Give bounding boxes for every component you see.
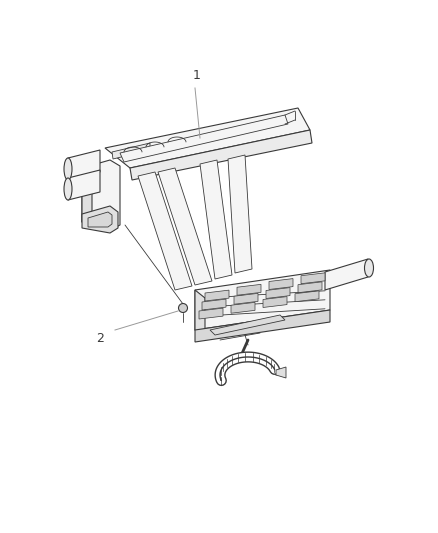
Polygon shape bbox=[138, 172, 192, 290]
Text: 2: 2 bbox=[96, 332, 104, 344]
Polygon shape bbox=[195, 270, 330, 330]
Polygon shape bbox=[130, 130, 312, 180]
Polygon shape bbox=[199, 308, 223, 319]
Polygon shape bbox=[82, 160, 120, 230]
Polygon shape bbox=[105, 108, 310, 168]
Polygon shape bbox=[200, 160, 232, 279]
Polygon shape bbox=[266, 288, 290, 298]
Text: 1: 1 bbox=[193, 69, 201, 82]
Polygon shape bbox=[269, 279, 293, 289]
Polygon shape bbox=[195, 310, 330, 342]
Polygon shape bbox=[205, 290, 229, 301]
Polygon shape bbox=[276, 367, 286, 378]
Polygon shape bbox=[237, 285, 261, 295]
Polygon shape bbox=[68, 150, 100, 180]
Polygon shape bbox=[158, 168, 212, 285]
Polygon shape bbox=[231, 302, 255, 313]
Polygon shape bbox=[68, 170, 100, 200]
Polygon shape bbox=[298, 282, 322, 293]
Polygon shape bbox=[325, 259, 368, 290]
Polygon shape bbox=[210, 315, 285, 335]
Polygon shape bbox=[263, 296, 287, 308]
Polygon shape bbox=[82, 168, 92, 228]
Polygon shape bbox=[112, 143, 150, 159]
Ellipse shape bbox=[64, 178, 72, 200]
Polygon shape bbox=[234, 293, 258, 304]
Polygon shape bbox=[202, 299, 226, 310]
Polygon shape bbox=[195, 290, 205, 338]
Polygon shape bbox=[228, 155, 252, 273]
Polygon shape bbox=[82, 206, 118, 233]
Polygon shape bbox=[295, 291, 319, 302]
Polygon shape bbox=[301, 273, 325, 284]
Polygon shape bbox=[120, 115, 288, 162]
Ellipse shape bbox=[64, 158, 72, 180]
Ellipse shape bbox=[179, 303, 187, 312]
Polygon shape bbox=[88, 212, 112, 227]
Ellipse shape bbox=[364, 259, 374, 277]
